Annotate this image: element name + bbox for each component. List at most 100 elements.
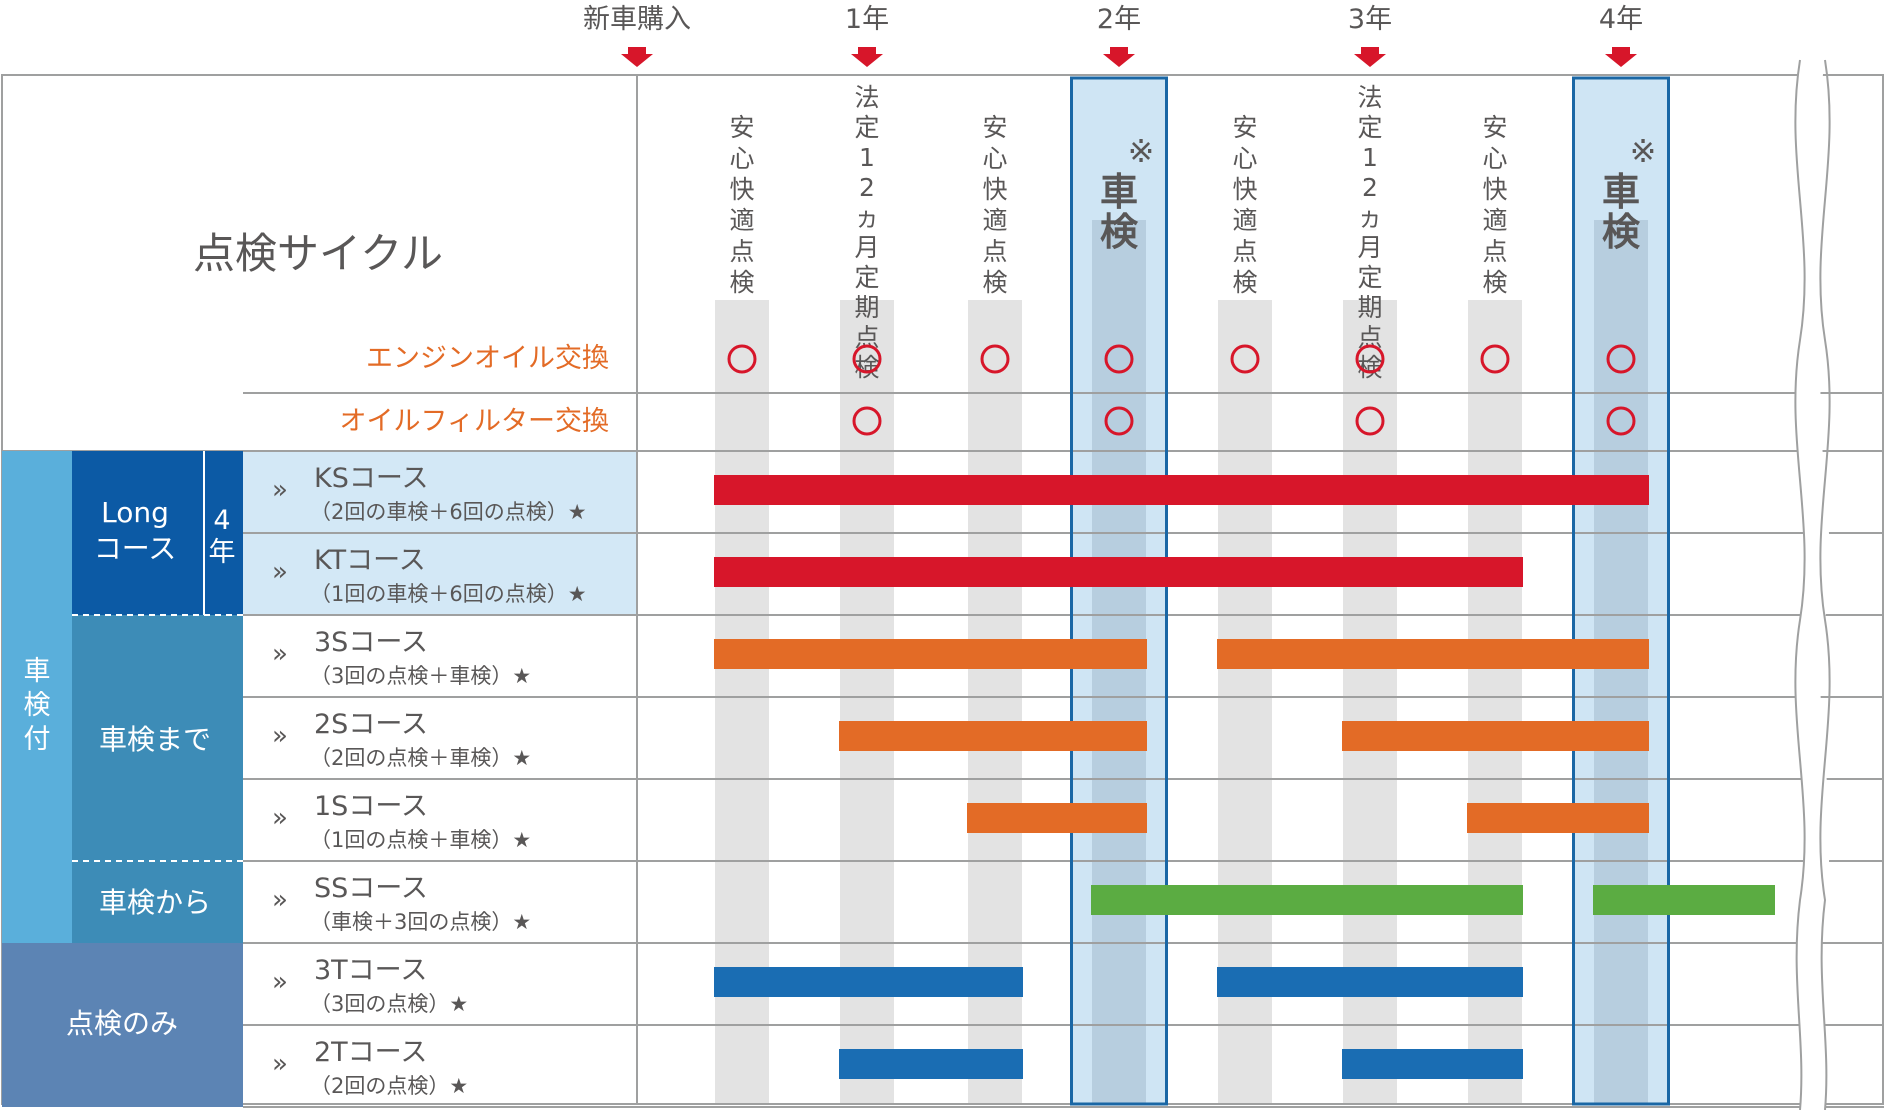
engine-oil-circle	[1230, 344, 1260, 374]
shaken-label-char: 車	[1100, 170, 1138, 214]
inspection-label-char: 点	[1482, 237, 1507, 266]
inspection-label-char: 1	[859, 143, 875, 172]
course-name: KSコース	[314, 463, 429, 494]
inspection-label-char: 月	[854, 233, 879, 262]
header-title: 点検サイクル	[193, 229, 443, 278]
shaken-column-border	[1070, 76, 1168, 1106]
group-long-line1: Long	[101, 496, 169, 529]
inspection-label-char: 快	[982, 175, 1007, 204]
inspection-label-char: 快	[1232, 175, 1257, 204]
inspection-label-char: 適	[1232, 206, 1257, 235]
timeline-marker-label: 新車購入	[583, 4, 691, 35]
oil-filter-circle	[852, 406, 882, 436]
inspection-label-char: 期	[854, 293, 879, 322]
shaken-label-char: 検	[1100, 210, 1139, 254]
engine-oil-label: エンジンオイル交換	[366, 343, 609, 374]
group-long-block	[72, 451, 203, 615]
course-bar	[839, 1049, 1023, 1079]
inspection-label-char: 1	[1362, 143, 1378, 172]
course-name: 3Sコース	[314, 627, 428, 658]
course-detail: （2回の点検＋車検）★	[310, 746, 531, 770]
course-detail: （2回の車検＋6回の点検）★	[310, 500, 587, 524]
inspection-label-char: 2	[1362, 173, 1378, 202]
group-shaken-made-block	[72, 615, 243, 861]
course-detail: （1回の車検＋6回の点検）★	[310, 582, 587, 606]
group-shaken-tsuki-char: 付	[24, 724, 51, 755]
engine-oil-circle	[980, 344, 1010, 374]
course-bar	[714, 639, 1147, 669]
inspection-label-char: 法	[1357, 83, 1382, 112]
shaken-note-mark: ※	[1630, 132, 1657, 170]
course-chevron-icon: »	[272, 967, 288, 997]
inspection-label-char: 心	[1232, 144, 1257, 173]
down-arrow-icon	[1103, 47, 1135, 67]
inspection-label-char: 心	[729, 144, 754, 173]
course-bar	[1342, 721, 1649, 751]
engine-oil-circle	[1480, 344, 1510, 374]
course-name: 2Tコース	[314, 1037, 427, 1068]
course-chevron-icon: »	[272, 803, 288, 833]
course-detail: （1回の点検＋車検）★	[310, 828, 531, 852]
inspection-label-char: 定	[1357, 113, 1382, 142]
course-name: 1Sコース	[314, 791, 428, 822]
course-bar	[1342, 1049, 1523, 1079]
course-detail: （2回の点検）★	[310, 1074, 468, 1098]
shaken-note-mark: ※	[1128, 132, 1155, 170]
inspection-label-char: 定	[854, 113, 879, 142]
inspection-label-char: 点	[1232, 237, 1257, 266]
oil-filter-circle	[1606, 406, 1636, 436]
oil-filter-circle	[1104, 406, 1134, 436]
inspection-label-char: 法	[854, 83, 879, 112]
course-name: KTコース	[314, 545, 426, 576]
course-chevron-icon: »	[272, 557, 288, 587]
engine-oil-circle	[852, 344, 882, 374]
inspection-label-char: 検	[1232, 268, 1257, 297]
course-bar	[1217, 639, 1649, 669]
inspection-label-char: 安	[1232, 113, 1257, 142]
inspection-label-char: 安	[729, 113, 754, 142]
group-tenken-nomi-block	[2, 943, 243, 1107]
course-chevron-icon: »	[272, 639, 288, 669]
timeline-marker-label: 4年	[1599, 4, 1643, 35]
down-arrow-icon	[1354, 47, 1386, 67]
inspection-label-char: 定	[854, 263, 879, 292]
inspection-label-char: 安	[982, 113, 1007, 142]
group-shaken-made-label: 車検まで	[99, 723, 211, 756]
inspection-label-char: 検	[982, 268, 1007, 297]
inspection-label-char: 快	[1482, 175, 1507, 204]
oil-filter-label: オイルフィルター交換	[340, 406, 609, 437]
group-long-line2: コース	[94, 532, 177, 565]
inspection-label-char: 2	[859, 173, 875, 202]
course-bar	[714, 557, 1523, 587]
group-shaken-tsuki-block	[2, 451, 72, 943]
group-shaken-kara-label: 車検から	[99, 886, 211, 919]
shaken-label-char: 検	[1602, 210, 1641, 254]
inspection-label-char: 点	[729, 237, 754, 266]
inspection-label-char: 月	[1357, 233, 1382, 262]
course-chevron-icon: »	[272, 1049, 288, 1079]
group-shaken-kara-block	[72, 861, 243, 943]
inspection-label-char: 快	[729, 175, 754, 204]
inspection-label-char: 安	[1482, 113, 1507, 142]
course-name: SSコース	[314, 873, 428, 904]
course-detail: （3回の点検）★	[310, 992, 468, 1016]
course-bar	[967, 803, 1147, 833]
inspection-label-char: 適	[1482, 206, 1507, 235]
timeline-marker-label: 3年	[1348, 4, 1392, 35]
inspection-label-char: 検	[729, 268, 754, 297]
inspection-label-char: 期	[1357, 293, 1382, 322]
course-detail: （車検＋3回の点検）★	[310, 910, 531, 934]
shaken-label-char: 車	[1602, 170, 1640, 214]
inspection-label-char: 点	[982, 237, 1007, 266]
course-bar	[839, 721, 1147, 751]
course-bar	[1593, 885, 1775, 915]
group-long-years-block	[203, 451, 243, 615]
engine-oil-circle	[1104, 344, 1134, 374]
course-chevron-icon: »	[272, 475, 288, 505]
engine-oil-circle	[727, 344, 757, 374]
inspection-label-char: 検	[1482, 268, 1507, 297]
course-name: 3Tコース	[314, 955, 427, 986]
down-arrow-icon	[851, 47, 883, 67]
course-detail: （3回の点検＋車検）★	[310, 664, 531, 688]
